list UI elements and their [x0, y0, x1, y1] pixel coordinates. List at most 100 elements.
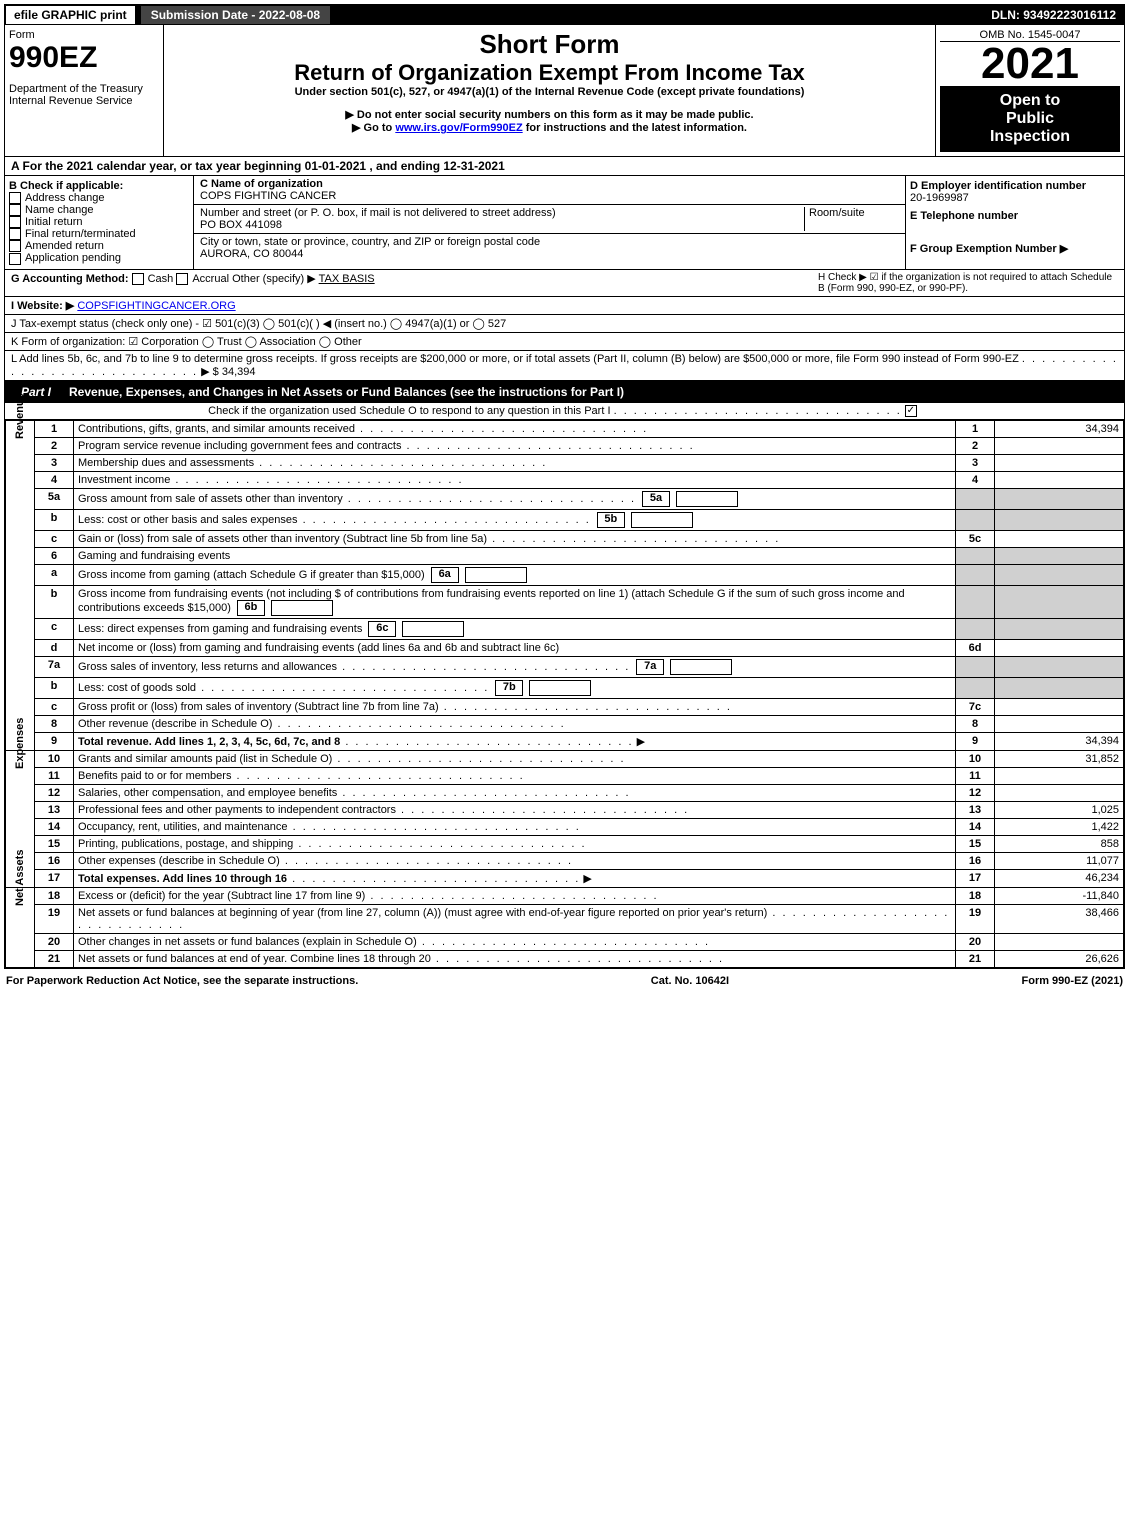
irs-label: Internal Revenue Service [9, 95, 159, 107]
header-row: Form 990EZ Department of the Treasury In… [5, 25, 1124, 157]
inner-ref: 5a [642, 491, 670, 507]
website-link[interactable]: COPSFIGHTINGCANCER.ORG [77, 300, 235, 312]
line-num: 3 [35, 454, 74, 471]
line-desc: Occupancy, rent, utilities, and maintena… [74, 818, 956, 835]
note-ssn: ▶ Do not enter social security numbers o… [168, 108, 931, 121]
col-b-checkboxes: B Check if applicable: Address change Na… [5, 176, 194, 269]
line-ref: 12 [956, 784, 995, 801]
line-desc: Program service revenue including govern… [74, 437, 956, 454]
org-name: COPS FIGHTING CANCER [200, 190, 336, 202]
revenue-section-label: Revenue [6, 420, 35, 750]
dln-number: DLN: 93492223016112 [983, 6, 1124, 24]
line-desc: Gain or (loss) from sale of assets other… [74, 530, 956, 547]
efile-print-button[interactable]: efile GRAPHIC print [5, 5, 136, 25]
cb-accrual[interactable] [176, 273, 188, 285]
main-title: Return of Organization Exempt From Incom… [168, 60, 931, 86]
open-line1: Open to [946, 92, 1114, 110]
line-ref: 1 [956, 420, 995, 437]
line-ref: 6d [956, 639, 995, 656]
line-desc: Gross income from fundraising events (no… [74, 585, 956, 618]
line-amt-grey [995, 509, 1124, 530]
line-num: a [35, 564, 74, 585]
cb-application-pending[interactable] [9, 253, 21, 265]
line-amt-grey [995, 656, 1124, 677]
line-ref-grey [956, 656, 995, 677]
line-amt-grey [995, 618, 1124, 639]
line-amt-grey [995, 547, 1124, 564]
line-desc: Gross profit or (loss) from sales of inv… [74, 698, 956, 715]
line-desc: Gross sales of inventory, less returns a… [74, 656, 956, 677]
line-num: 16 [35, 852, 74, 869]
lbl-amended-return: Amended return [25, 240, 104, 252]
cb-cash[interactable] [132, 273, 144, 285]
lbl-application-pending: Application pending [25, 252, 121, 264]
row-l: L Add lines 5b, 6c, and 7b to line 9 to … [5, 351, 1124, 381]
line-num: 13 [35, 801, 74, 818]
irs-link[interactable]: www.irs.gov/Form990EZ [395, 122, 522, 134]
line-desc: Less: cost of goods sold7b [74, 677, 956, 698]
line-ref: 8 [956, 715, 995, 732]
line-amt [995, 454, 1124, 471]
line-desc: Other revenue (describe in Schedule O) [74, 715, 956, 732]
line-ref-grey [956, 488, 995, 509]
lbl-initial-return: Initial return [25, 216, 82, 228]
line-ref: 20 [956, 933, 995, 950]
part1-sub-text: Check if the organization used Schedule … [208, 405, 610, 417]
cb-name-change[interactable] [9, 204, 21, 216]
line-ref: 16 [956, 852, 995, 869]
line-amt [995, 530, 1124, 547]
line-amt: 38,466 [995, 904, 1124, 933]
line-desc: Net assets or fund balances at beginning… [74, 904, 956, 933]
line-amt [995, 639, 1124, 656]
row-l-text: L Add lines 5b, 6c, and 7b to line 9 to … [11, 353, 1019, 365]
line-desc: Gross income from gaming (attach Schedul… [74, 564, 956, 585]
line-ref-grey [956, 564, 995, 585]
cb-initial-return[interactable] [9, 216, 21, 228]
info-grid: B Check if applicable: Address change Na… [5, 176, 1124, 270]
line-num: 5a [35, 488, 74, 509]
row-l-amount: ▶ $ 34,394 [201, 366, 255, 378]
cb-address-change[interactable] [9, 192, 21, 204]
line-num: 18 [35, 887, 74, 904]
line-amt: 34,394 [995, 732, 1124, 750]
line-desc: Grants and similar amounts paid (list in… [74, 750, 956, 767]
line-amt [995, 437, 1124, 454]
cb-schedule-o[interactable] [905, 405, 917, 417]
inner-amt-box [670, 659, 732, 675]
open-line2: Public [946, 110, 1114, 128]
line-amt: 26,626 [995, 950, 1124, 967]
line-ref: 13 [956, 801, 995, 818]
ein-value: 20-1969987 [910, 192, 1120, 204]
line-desc: Total expenses. Add lines 10 through 16 … [74, 869, 956, 887]
line-amt: 858 [995, 835, 1124, 852]
other-specify-value: TAX BASIS [319, 273, 375, 285]
row-k: K Form of organization: ☑ Corporation ◯ … [5, 333, 1124, 351]
short-form-title: Short Form [168, 29, 931, 60]
part1-title: Revenue, Expenses, and Changes in Net As… [69, 385, 624, 399]
line-desc: Professional fees and other payments to … [74, 801, 956, 818]
city-value: AURORA, CO 80044 [200, 248, 303, 260]
inner-amt-box [529, 680, 591, 696]
inner-amt-box [676, 491, 738, 507]
cb-amended-return[interactable] [9, 240, 21, 252]
inner-ref: 6a [431, 567, 459, 583]
line-num: 6 [35, 547, 74, 564]
line-desc: Benefits paid to or for members [74, 767, 956, 784]
line-ref-grey [956, 547, 995, 564]
line-desc: Excess or (deficit) for the year (Subtra… [74, 887, 956, 904]
line-num: 4 [35, 471, 74, 488]
ein-label: D Employer identification number [910, 180, 1120, 192]
line-amt [995, 767, 1124, 784]
org-name-label: C Name of organization [200, 178, 323, 190]
line-desc: Other changes in net assets or fund bala… [74, 933, 956, 950]
line-desc: Membership dues and assessments [74, 454, 956, 471]
header-left: Form 990EZ Department of the Treasury In… [5, 25, 164, 156]
netassets-section-label: Net Assets [6, 887, 35, 967]
line-ref: 15 [956, 835, 995, 852]
footer-mid: Cat. No. 10642I [651, 975, 729, 987]
cb-final-return[interactable] [9, 228, 21, 240]
form-number: 990EZ [9, 41, 159, 75]
line-desc: Contributions, gifts, grants, and simila… [74, 420, 956, 437]
open-line3: Inspection [946, 128, 1114, 146]
section-a-period: A For the 2021 calendar year, or tax yea… [5, 157, 1124, 176]
